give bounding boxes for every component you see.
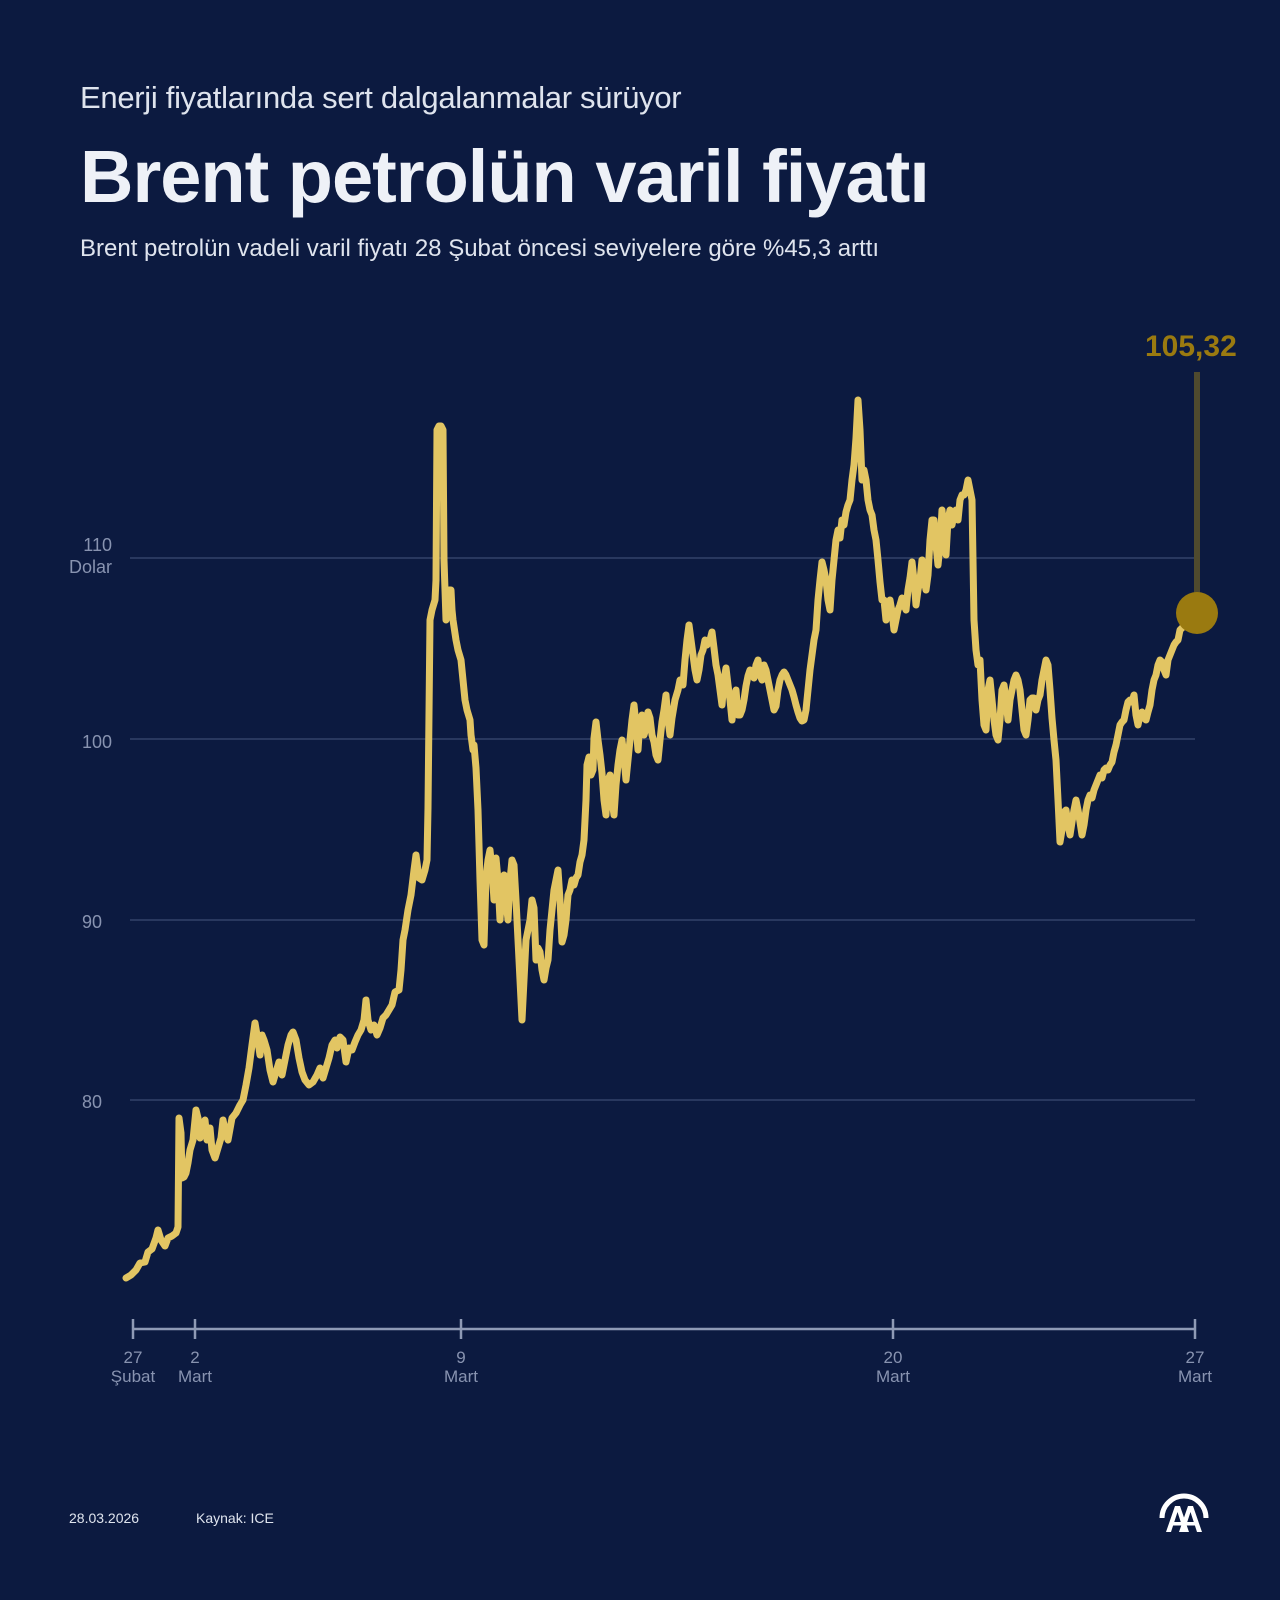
gridlines — [130, 557, 1195, 1101]
x-tick-27-mart: 27 Mart — [1155, 1348, 1235, 1386]
kicker: Enerji fiyatlarında sert dalgalanmalar s… — [80, 80, 682, 115]
page-title: Brent petrolün varil fiyatı — [80, 135, 930, 218]
x-tick-day: 27 — [1185, 1348, 1205, 1367]
x-axis — [131, 1319, 1197, 1339]
x-tick-27-subat: 27 Şubat — [93, 1348, 173, 1386]
x-tick-2-mart: 2 Mart — [155, 1348, 235, 1386]
x-tick-month: Mart — [1178, 1367, 1212, 1386]
end-point-marker — [1176, 592, 1218, 634]
y-tick-110: 110 — [83, 535, 112, 555]
x-tick-9-mart: 9 Mart — [421, 1348, 501, 1386]
x-tick-month: Mart — [876, 1367, 910, 1386]
publish-date: 28.03.2026 — [69, 1510, 140, 1526]
end-value-label: 105,32 — [1145, 330, 1237, 363]
x-tick-day: 20 — [883, 1348, 903, 1367]
x-tick-day: 2 — [190, 1348, 200, 1367]
x-tick-month: Mart — [444, 1367, 478, 1386]
x-tick-month: Mart — [178, 1367, 212, 1386]
y-tick-90: 90 — [81, 912, 102, 932]
x-tick-20-mart: 20 Mart — [853, 1348, 933, 1386]
x-tick-day: 27 — [123, 1348, 143, 1367]
x-tick-month: Şubat — [110, 1367, 156, 1386]
price-line — [122, 396, 1200, 1282]
aa-logo-icon — [1158, 1488, 1210, 1539]
subtitle: Brent petrolün vadeli varil fiyatı 28 Şu… — [80, 235, 880, 262]
x-tick-day: 9 — [456, 1348, 466, 1367]
source-label: Kaynak: ICE — [196, 1510, 274, 1526]
y-tick-100: 100 — [81, 732, 112, 752]
y-axis-unit: Dolar — [68, 557, 112, 577]
y-tick-80: 80 — [81, 1092, 102, 1112]
